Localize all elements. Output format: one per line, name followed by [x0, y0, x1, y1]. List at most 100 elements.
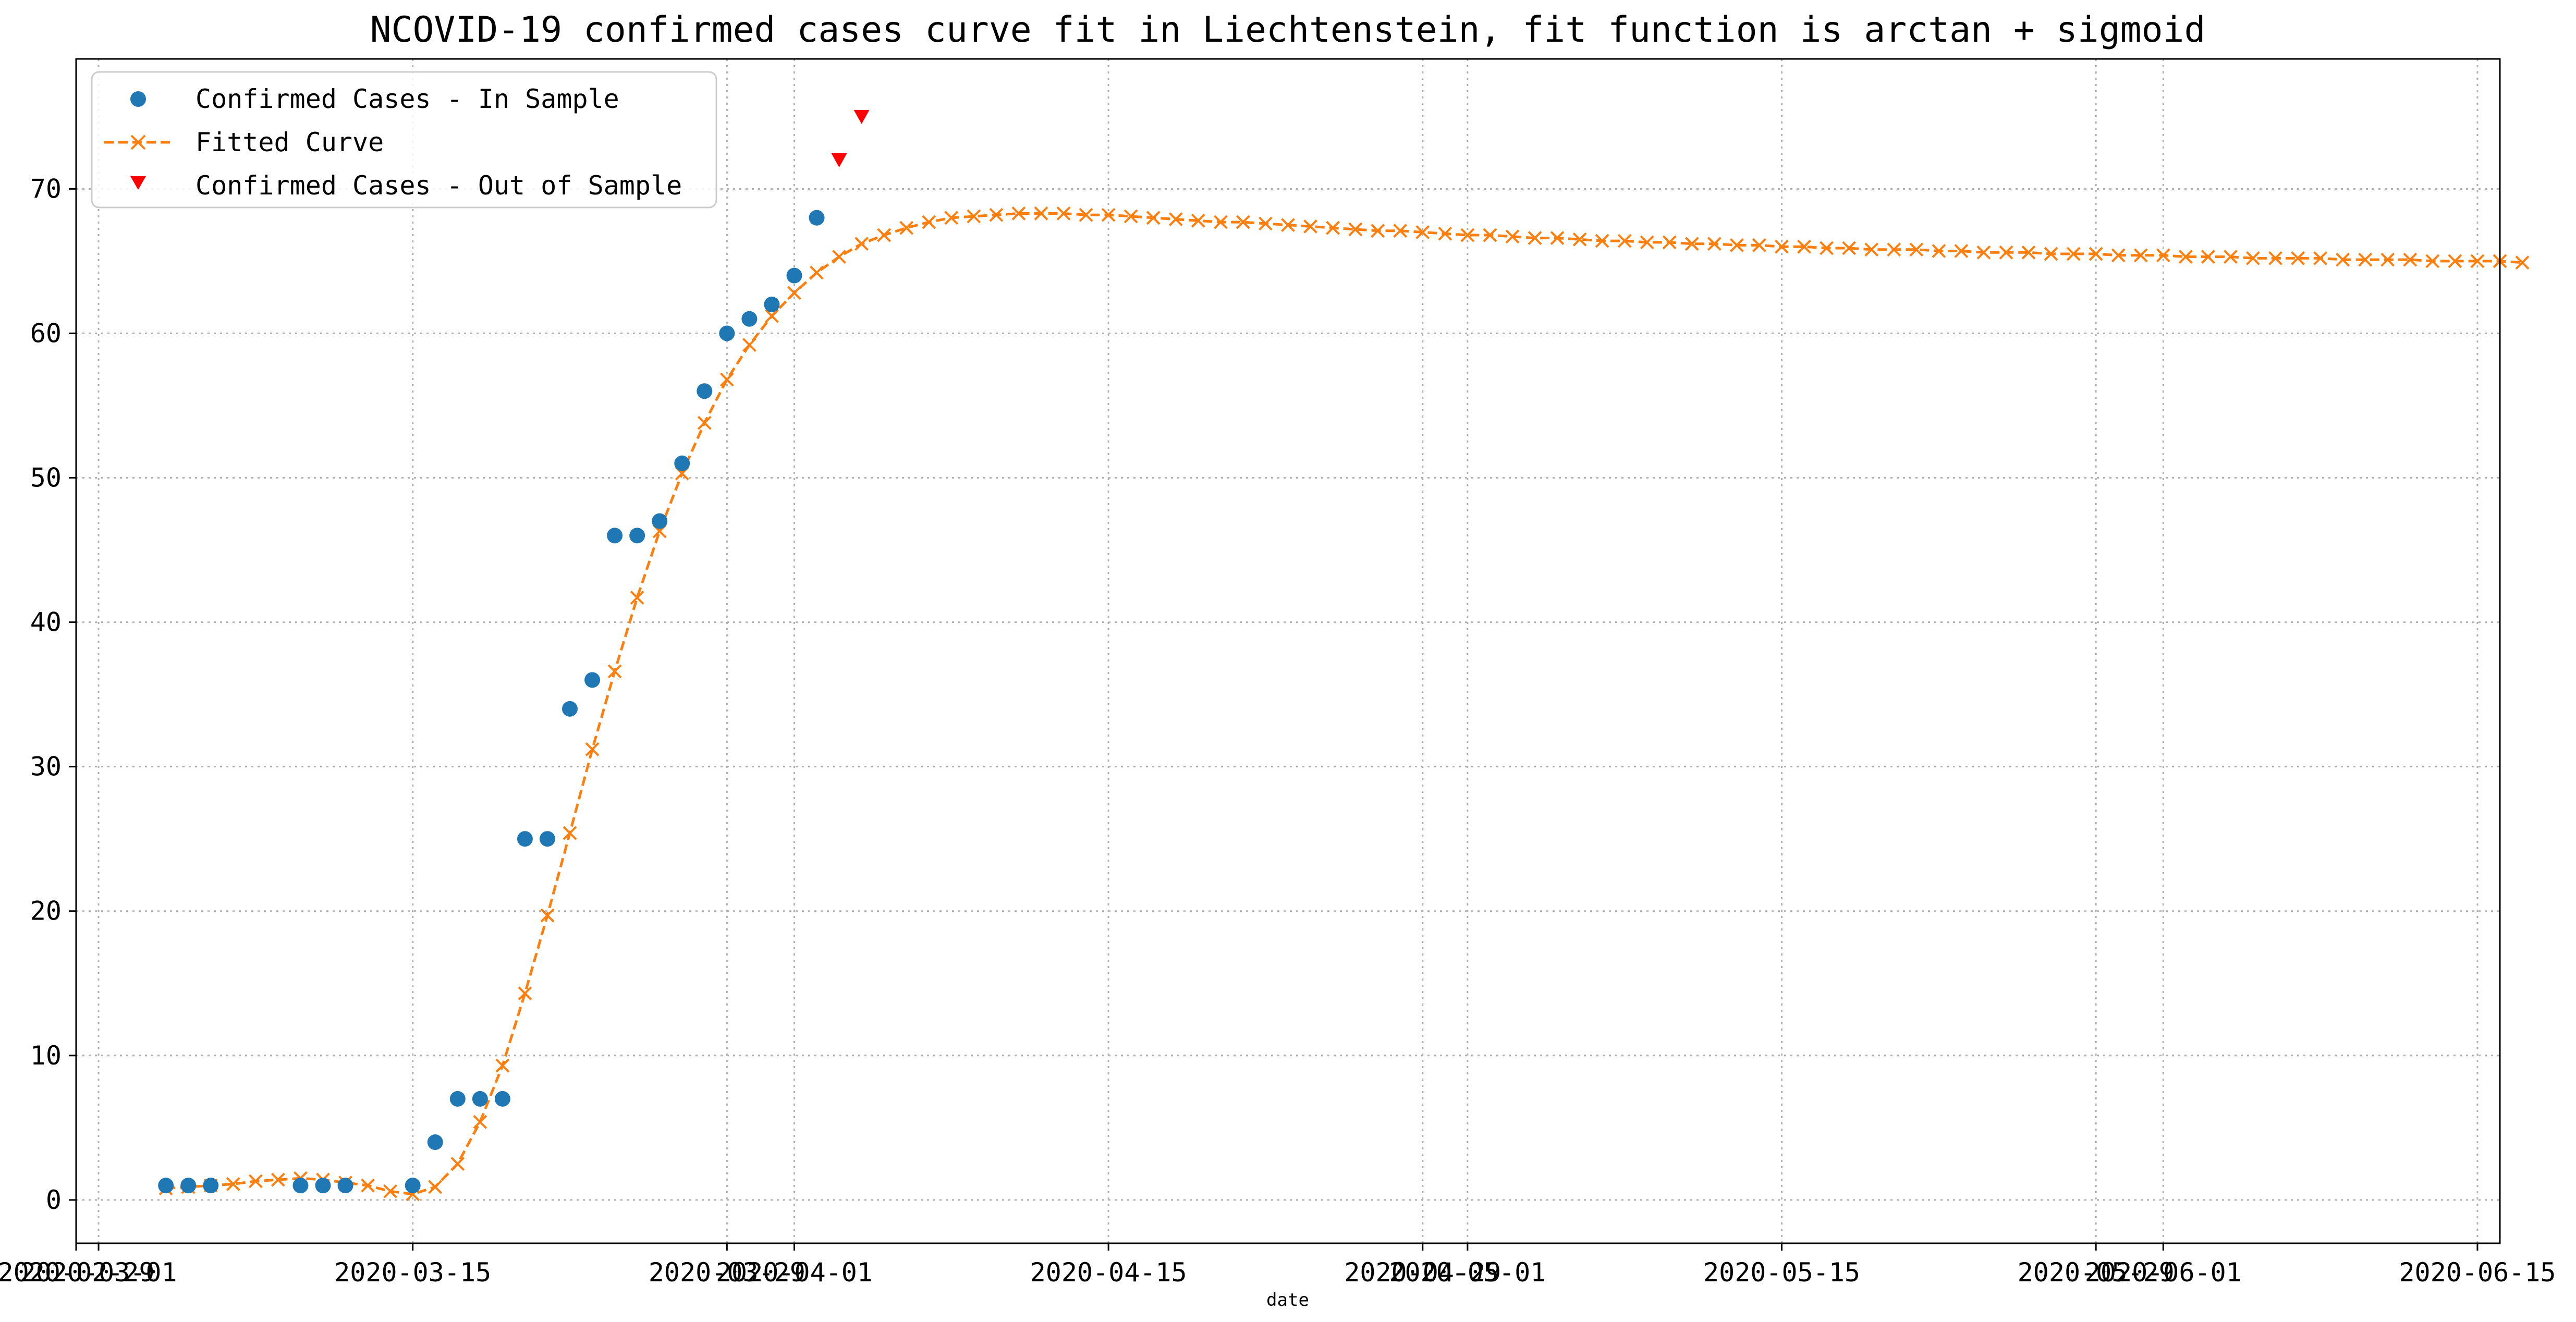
- x-tick-label: 2020-05-29: [2018, 1257, 2175, 1288]
- out-of-sample-points: [831, 109, 870, 167]
- fitted-curve-point: [1528, 231, 1542, 245]
- fitted-curve-point: [2044, 247, 2058, 261]
- fitted-curve-point: [989, 207, 1004, 222]
- fitted-curve-point: [1505, 229, 1520, 244]
- in-sample-point: [203, 1178, 219, 1194]
- fitted-curve-point: [1909, 242, 1924, 257]
- fitted-curve-point: [495, 1058, 510, 1073]
- in-sample-point: [315, 1178, 331, 1194]
- in-sample-point: [607, 528, 623, 544]
- y-tick-label: 10: [30, 1041, 62, 1071]
- in-sample-point: [674, 455, 690, 471]
- fitted-curve-point: [2313, 251, 2328, 265]
- fitted-curve-point: [1438, 226, 1452, 241]
- fitted-curve-point: [2133, 248, 2148, 263]
- y-tick-label: 0: [46, 1185, 62, 1215]
- fitted-curve-point: [1011, 206, 1026, 221]
- fitted-curve-point: [2066, 247, 2081, 261]
- y-tick-label: 20: [30, 896, 62, 926]
- legend-marker-out-of-sample: [130, 176, 146, 190]
- in-sample-point: [292, 1178, 309, 1194]
- in-sample-point: [472, 1091, 488, 1107]
- fitted-curve-point: [2224, 250, 2238, 264]
- fitted-curve-point: [1393, 224, 1408, 238]
- fitted-curve-point: [518, 986, 532, 1001]
- fitted-curve-point: [540, 908, 555, 923]
- in-sample-point: [786, 267, 802, 284]
- y-tick-label: 70: [30, 174, 62, 204]
- in-sample-point: [494, 1091, 510, 1107]
- fitted-curve-point: [1326, 221, 1340, 235]
- x-tick-label: 2020-04-01: [716, 1257, 873, 1288]
- y-axis: 0 10 20 30 40 50 60 70: [30, 174, 76, 1215]
- in-sample-point: [719, 325, 735, 341]
- fitted-curve-point: [2089, 247, 2103, 261]
- fitted-curve-point: [1617, 234, 1632, 248]
- fitted-curve-point: [1056, 206, 1071, 221]
- in-sample-point: [562, 701, 578, 717]
- fitted-curve-point: [1415, 225, 1430, 239]
- fitted-curve-point: [2380, 252, 2395, 267]
- fitted-curve-point: [1820, 241, 1834, 255]
- fitted-curve-point: [1976, 245, 1991, 260]
- fitted-curve-point: [944, 211, 959, 225]
- x-tick-label: 2020-05-01: [1389, 1257, 1546, 1288]
- fitted-curve-point: [1752, 238, 1766, 252]
- fitted-curve-point: [967, 209, 981, 224]
- fitted-curve-point: [1281, 218, 1295, 232]
- out-of-sample-point: [853, 109, 870, 124]
- fitted-curve-point: [450, 1157, 465, 1171]
- fitted-curve-point: [1236, 215, 1250, 229]
- fitted-curve-point: [271, 1172, 285, 1187]
- x-tick-label: 2020-05-15: [1703, 1257, 1860, 1288]
- legend: Confirmed Cases - In Sample Fitted Curve…: [91, 71, 717, 209]
- fitted-curve-point: [1640, 235, 1654, 250]
- fitted-curve-point: [1842, 241, 1857, 255]
- fitted-curve-point: [697, 415, 712, 430]
- fitted-curve-point: [2246, 251, 2260, 265]
- in-sample-point: [337, 1178, 353, 1194]
- fitted-curve-point: [563, 826, 577, 840]
- in-sample-point: [584, 672, 601, 688]
- in-sample-point: [809, 210, 825, 226]
- out-of-sample-point: [831, 153, 847, 167]
- y-tick-label: 50: [30, 463, 62, 493]
- fitted-curve-point: [1124, 209, 1138, 224]
- legend-marker-fitted: [130, 134, 146, 150]
- fitted-curve-point: [226, 1177, 240, 1191]
- legend-label-in-sample: Confirmed Cases - In Sample: [196, 84, 619, 114]
- fitted-curve-point: [2111, 248, 2126, 263]
- fitted-curve-point: [2403, 252, 2418, 267]
- y-tick-label: 40: [30, 607, 62, 638]
- fitted-curve-point: [765, 309, 779, 323]
- y-tick-label: 60: [30, 318, 62, 348]
- x-tick-label: 2020-02-29: [0, 1257, 155, 1288]
- fitted-curve-point: [1572, 232, 1587, 247]
- in-sample-points: [158, 210, 825, 1194]
- fitted-curve-point: [1303, 219, 1317, 234]
- fitted-curve-point: [2448, 254, 2462, 268]
- x-axis-label: date: [1266, 1290, 1309, 1311]
- fitted-curve-point: [1079, 207, 1093, 222]
- fitted-curve-point: [2358, 252, 2373, 267]
- fitted-curve-point: [1662, 235, 1677, 250]
- x-tick-label: 2020-06-01: [2085, 1257, 2242, 1288]
- fitted-curve-point: [1730, 238, 1744, 252]
- fitted-curve-point: [2291, 251, 2305, 265]
- fitted-curve-point: [1101, 207, 1116, 222]
- fitted-curve-point: [248, 1174, 263, 1189]
- fitted-curve-point: [1684, 237, 1699, 251]
- fitted-curve-point: [2268, 251, 2282, 265]
- fitted-curve-point: [1550, 231, 1565, 245]
- legend-label-out-of-sample: Confirmed Cases - Out of Sample: [196, 170, 682, 201]
- in-sample-point: [697, 383, 713, 399]
- fitted-curve-point: [2470, 254, 2485, 268]
- fitted-curve-point: [607, 664, 622, 679]
- fitted-curve-line: [166, 212, 2523, 1196]
- fitted-curve-point: [2178, 250, 2193, 264]
- fitted-curve-point: [2336, 252, 2350, 267]
- fitted-curve-point: [832, 250, 846, 264]
- fitted-curve-point: [1999, 245, 2013, 260]
